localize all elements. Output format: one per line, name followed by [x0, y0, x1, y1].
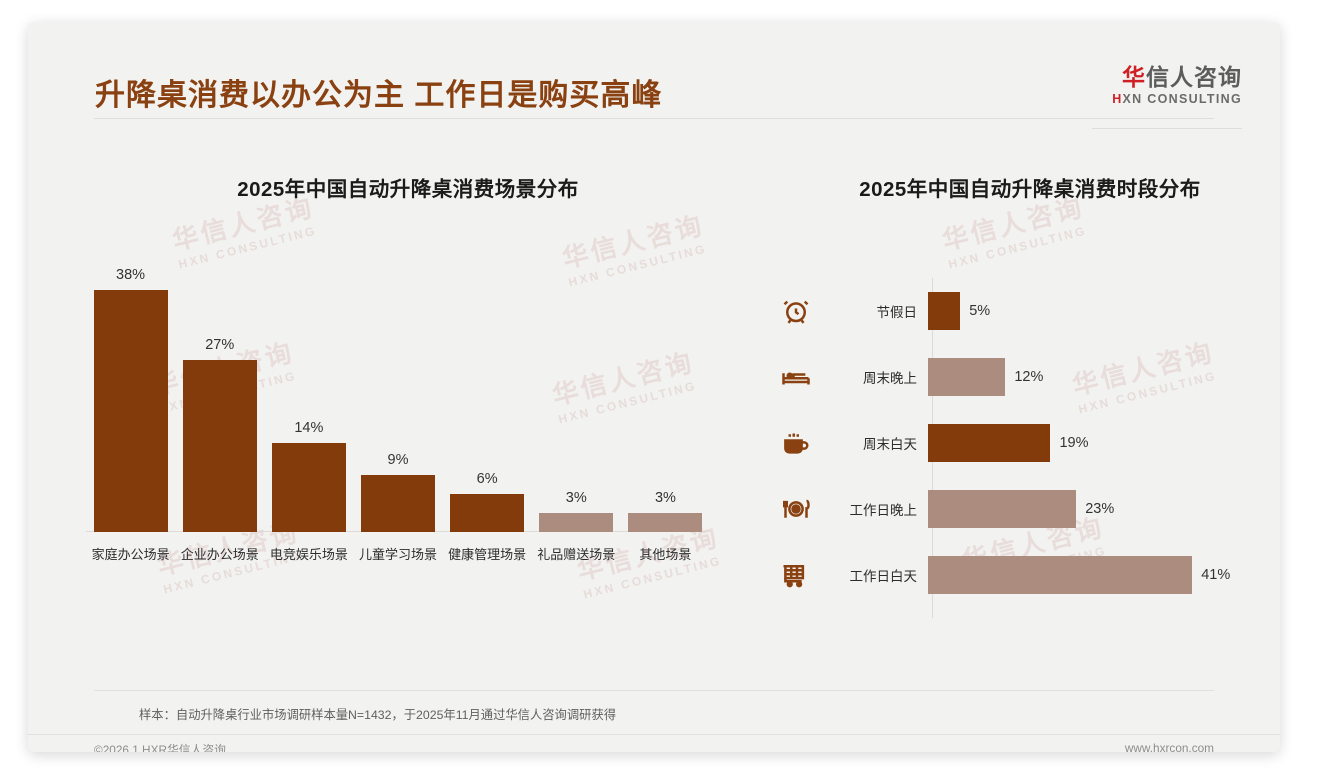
footnote-divider [94, 690, 1214, 691]
bar-track: 41% [928, 542, 1268, 608]
shopping-cart-icon [768, 560, 824, 590]
bar-value-label: 41% [1201, 567, 1231, 583]
bar [928, 292, 961, 330]
sample-footnote: 样本：自动升降桌行业市场调研样本量N=1432，于2025年11月通过华信人咨询… [139, 708, 617, 722]
bar-value-label: 3% [565, 489, 587, 506]
bar [928, 490, 1077, 528]
page-title: 升降桌消费以办公为主 工作日是购买高峰 [95, 79, 663, 112]
bar-row: 工作日晚上 23% [768, 476, 1268, 542]
bar-row: 周末晚上 12% [768, 344, 1268, 410]
bar [450, 493, 525, 532]
vertical-bar-plot: 38% 家庭办公场景 27% 企业办公场景 14% 电竞娱乐场景 9% 儿童学习场景 6% 健康管… [86, 267, 710, 562]
logo-divider [1092, 128, 1242, 129]
bar [928, 556, 1193, 594]
alarm-clock-icon [768, 296, 824, 326]
bar-column: 14% [271, 419, 346, 532]
slide-card: 华信人咨询 HXN CONSULTING 华信人咨询 HXN CONSULTIN… [28, 22, 1280, 752]
bar-row: 节假日 5% [768, 278, 1268, 344]
category-label: 周末晚上 [863, 371, 917, 386]
bar-column: 9% [361, 452, 435, 532]
bar-column: 3% [539, 489, 614, 532]
category-label: 周末白天 [863, 437, 917, 452]
bar-row: 周末白天 19% [768, 410, 1268, 476]
bar-track: 23% [928, 476, 1268, 542]
category-label: 家庭办公场景 [91, 547, 170, 562]
logo-en-red: H [1112, 92, 1123, 107]
bar-value-label: 5% [969, 303, 991, 319]
logo-chinese: 华信人咨询 [1112, 64, 1242, 90]
logo-english: HXN CONSULTING [1112, 92, 1242, 106]
category-label: 节假日 [876, 305, 918, 320]
category-label: 礼品赠送场景 [537, 547, 616, 562]
bar-column: 6% [450, 470, 525, 532]
bar-value-label: 12% [1014, 369, 1044, 385]
category-label: 企业办公场景 [180, 547, 259, 562]
website-url: www.hxrcon.com [1124, 741, 1214, 752]
bar-column: 3% [628, 489, 703, 532]
category-label: 儿童学习场景 [358, 547, 437, 562]
bar-value-label: 38% [116, 266, 146, 283]
category-label: 其他场景 [639, 547, 692, 562]
category-label: 电竞娱乐场景 [269, 547, 348, 562]
bar-value-label: 9% [387, 451, 409, 468]
bar [182, 359, 257, 532]
coffee-cup-icon [768, 428, 824, 458]
bar-track: 19% [928, 410, 1268, 476]
bar [271, 442, 346, 532]
copyright-text: ©2026.1 HXR华信人咨询 [94, 743, 226, 752]
bar-row: 工作日白天 41% [768, 542, 1268, 608]
bar [93, 289, 168, 532]
category-label: 工作日白天 [849, 569, 918, 584]
bar [628, 512, 703, 532]
bar-value-label: 14% [294, 419, 324, 436]
bar [361, 474, 435, 532]
bar [539, 512, 614, 532]
bar-track: 5% [928, 278, 1268, 344]
horizontal-bar-plot: 节假日 5% 周末晚上 12% 周末白天 19% 工作日晚上 23% 工作日白天 41% [768, 272, 1268, 622]
chart-purchase-timeslots: 2025年中国自动升降桌消费时段分布 节假日 5% 周末晚上 12% 周末白天 19% 工作… [768, 172, 1268, 642]
bar-value-label: 23% [1085, 501, 1115, 517]
bar-value-label: 6% [476, 470, 498, 487]
bar-track: 12% [928, 344, 1268, 410]
chart-consumption-scenarios: 2025年中国自动升降桌消费场景分布 38% 家庭办公场景 27% 企业办公场景 14%… [68, 172, 728, 642]
bar-value-label: 19% [1059, 435, 1089, 451]
bar-value-label: 27% [205, 336, 235, 353]
logo-en-rest: XN CONSULTING [1122, 92, 1242, 107]
header-divider [94, 118, 1214, 119]
dinner-plate-icon [768, 494, 824, 524]
bar [928, 424, 1051, 462]
footer-divider [28, 734, 1280, 735]
bed-icon [768, 362, 824, 392]
category-label: 健康管理场景 [448, 547, 527, 562]
logo-cn-gray: 信人咨询 [1146, 64, 1242, 90]
chart-right-title: 2025年中国自动升降桌消费时段分布 [859, 178, 1201, 201]
bar-column: 38% [93, 266, 168, 532]
logo-cn-red: 华 [1122, 64, 1146, 90]
chart-left-title: 2025年中国自动升降桌消费场景分布 [237, 178, 579, 201]
bar-column: 27% [182, 336, 257, 532]
bar [928, 358, 1006, 396]
slide-header: 升降桌消费以办公为主 工作日是购买高峰 华信人咨询 HXN CONSULTING [28, 22, 1280, 129]
bar-value-label: 3% [654, 489, 676, 506]
category-label: 工作日晚上 [849, 503, 918, 518]
brand-logo: 华信人咨询 HXN CONSULTING [1112, 64, 1242, 106]
